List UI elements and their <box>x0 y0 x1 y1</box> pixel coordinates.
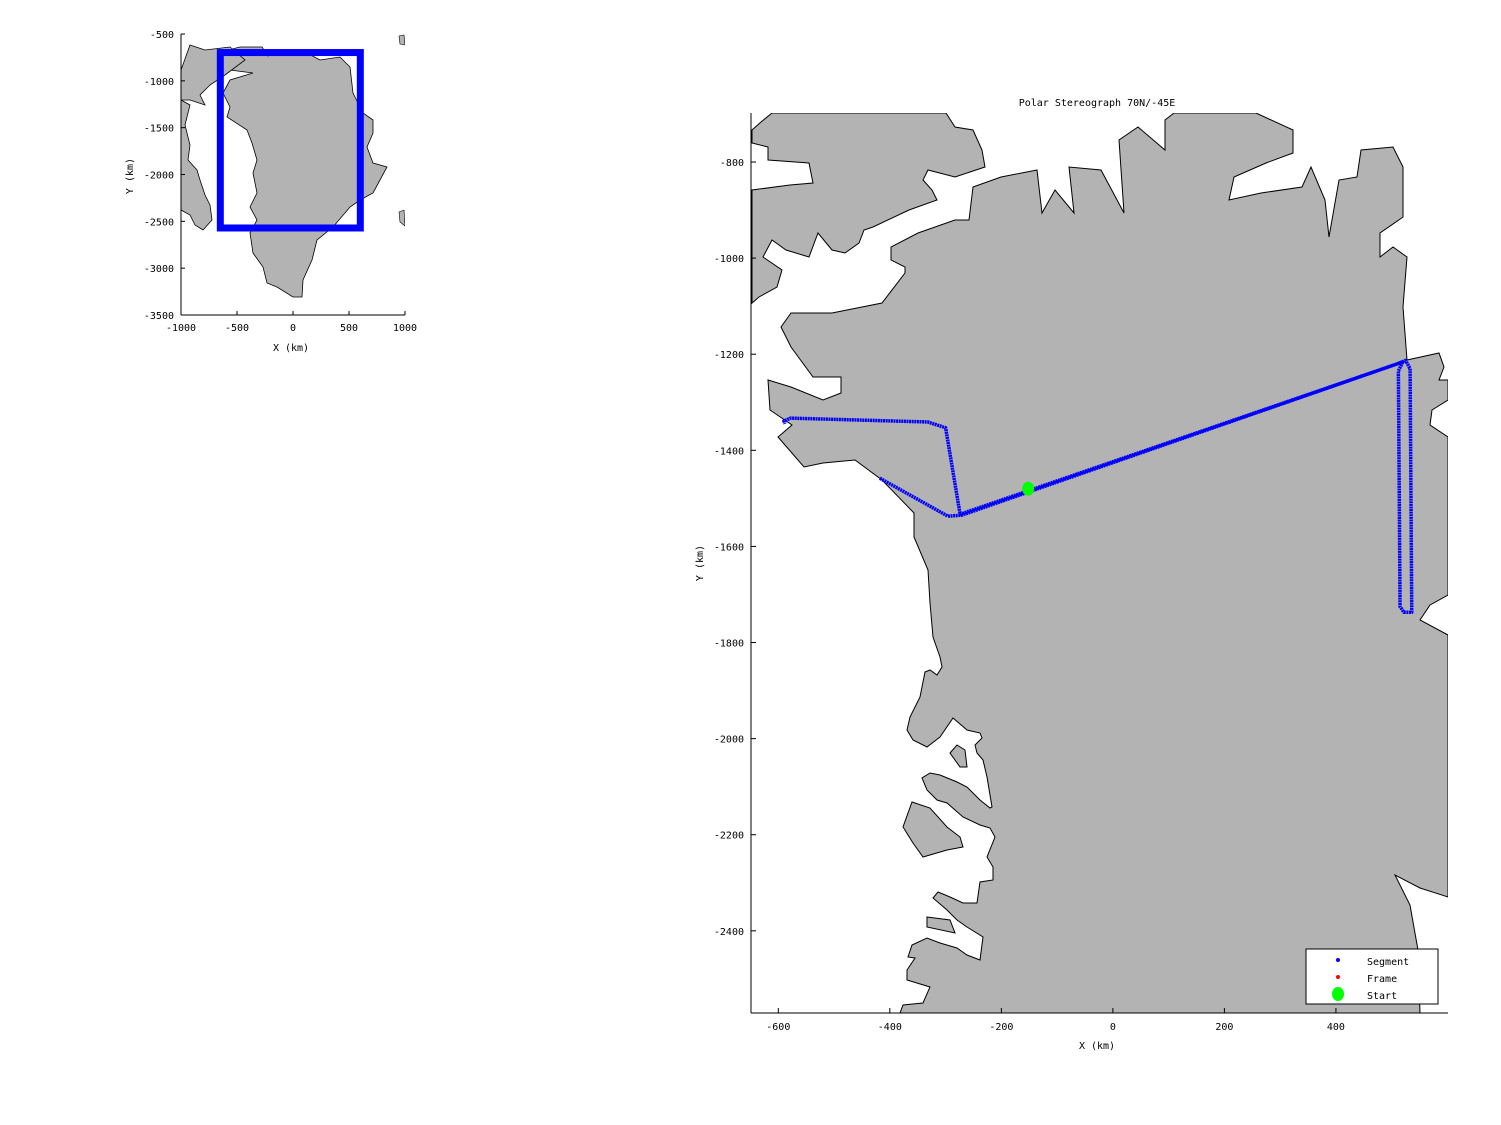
y-tick-label: -2200 <box>714 831 744 842</box>
inset-greenland <box>216 46 388 298</box>
legend-segment-label: Segment <box>1367 957 1409 968</box>
ellesmere-land <box>751 113 986 305</box>
greenland-land <box>767 113 1448 1013</box>
inset-island <box>398 209 405 227</box>
inset-extent-box <box>216 49 364 232</box>
x-axis-label: X (km) <box>1079 1041 1115 1052</box>
inset-x-tick-label: -1000 <box>166 323 196 334</box>
main-map: Polar Stereograph 70N/-45E -600 -400 -200 0… <box>695 98 1448 1052</box>
main-ticks: -600 -400 -200 0 200 400-800-1000-1200-1400-1… <box>714 158 1345 1033</box>
y-tick-label: -1800 <box>714 639 744 650</box>
y-tick-label: -2400 <box>714 927 744 938</box>
inset-y-label: Y (km) <box>125 158 136 194</box>
y-tick-label: -800 <box>720 158 744 169</box>
y-tick-label: -2000 <box>714 735 744 746</box>
inset-y-tick-label: -500 <box>150 30 174 41</box>
legend: Segment Frame Start <box>1305 948 1439 1005</box>
y-tick-label: -1600 <box>714 542 744 553</box>
segment-track <box>782 358 1414 615</box>
y-tick-label: -1200 <box>714 350 744 361</box>
inset-y-tick-label: -2000 <box>144 171 174 182</box>
inset-land <box>181 34 405 298</box>
legend-start-marker <box>1332 987 1344 1001</box>
inset-island <box>398 34 405 46</box>
island <box>949 744 968 768</box>
island <box>902 801 964 858</box>
inset-x-tick-label: 500 <box>340 323 358 334</box>
y-tick-label: -1000 <box>714 254 744 265</box>
start-marker <box>1022 481 1035 496</box>
map-title: Polar Stereograph 70N/-45E <box>1019 98 1176 109</box>
y-tick-label: -1400 <box>714 446 744 457</box>
inset-map: -1000 -500 0 500 1000 -500 -1000 -1500 -2000 -250… <box>125 30 417 354</box>
inset-y-tick-label: -2500 <box>144 217 174 228</box>
legend-frame-marker <box>1336 975 1340 979</box>
legend-segment-marker <box>1336 958 1340 962</box>
inset-x-tick-label: -500 <box>225 323 249 334</box>
inset-y-tick-label: -3500 <box>144 311 174 322</box>
inset-x-label: X (km) <box>273 343 309 354</box>
x-tick-label: -200 <box>989 1022 1013 1033</box>
legend-frame-label: Frame <box>1367 974 1397 985</box>
inset-baffin <box>181 99 213 231</box>
inset-x-tick-label: 0 <box>290 323 296 334</box>
x-tick-label: -600 <box>766 1022 790 1033</box>
inset-y-tick-label: -1500 <box>144 124 174 135</box>
x-tick-label: 400 <box>1327 1022 1345 1033</box>
legend-box <box>1305 948 1439 1005</box>
main-land <box>751 113 1448 1013</box>
x-tick-label: 200 <box>1215 1022 1233 1033</box>
island <box>926 916 956 934</box>
inset-ticks: -1000 -500 0 500 1000 -500 -1000 -1500 -2000 -250… <box>144 30 417 334</box>
inset-x-tick-label: 1000 <box>393 323 417 334</box>
inset-y-tick-label: -3000 <box>144 264 174 275</box>
x-tick-label: 0 <box>1110 1022 1116 1033</box>
y-axis-label: Y (km) <box>695 545 706 581</box>
legend-start-label: Start <box>1367 991 1397 1002</box>
inset-y-tick-label: -1000 <box>144 77 174 88</box>
x-tick-label: -400 <box>878 1022 902 1033</box>
